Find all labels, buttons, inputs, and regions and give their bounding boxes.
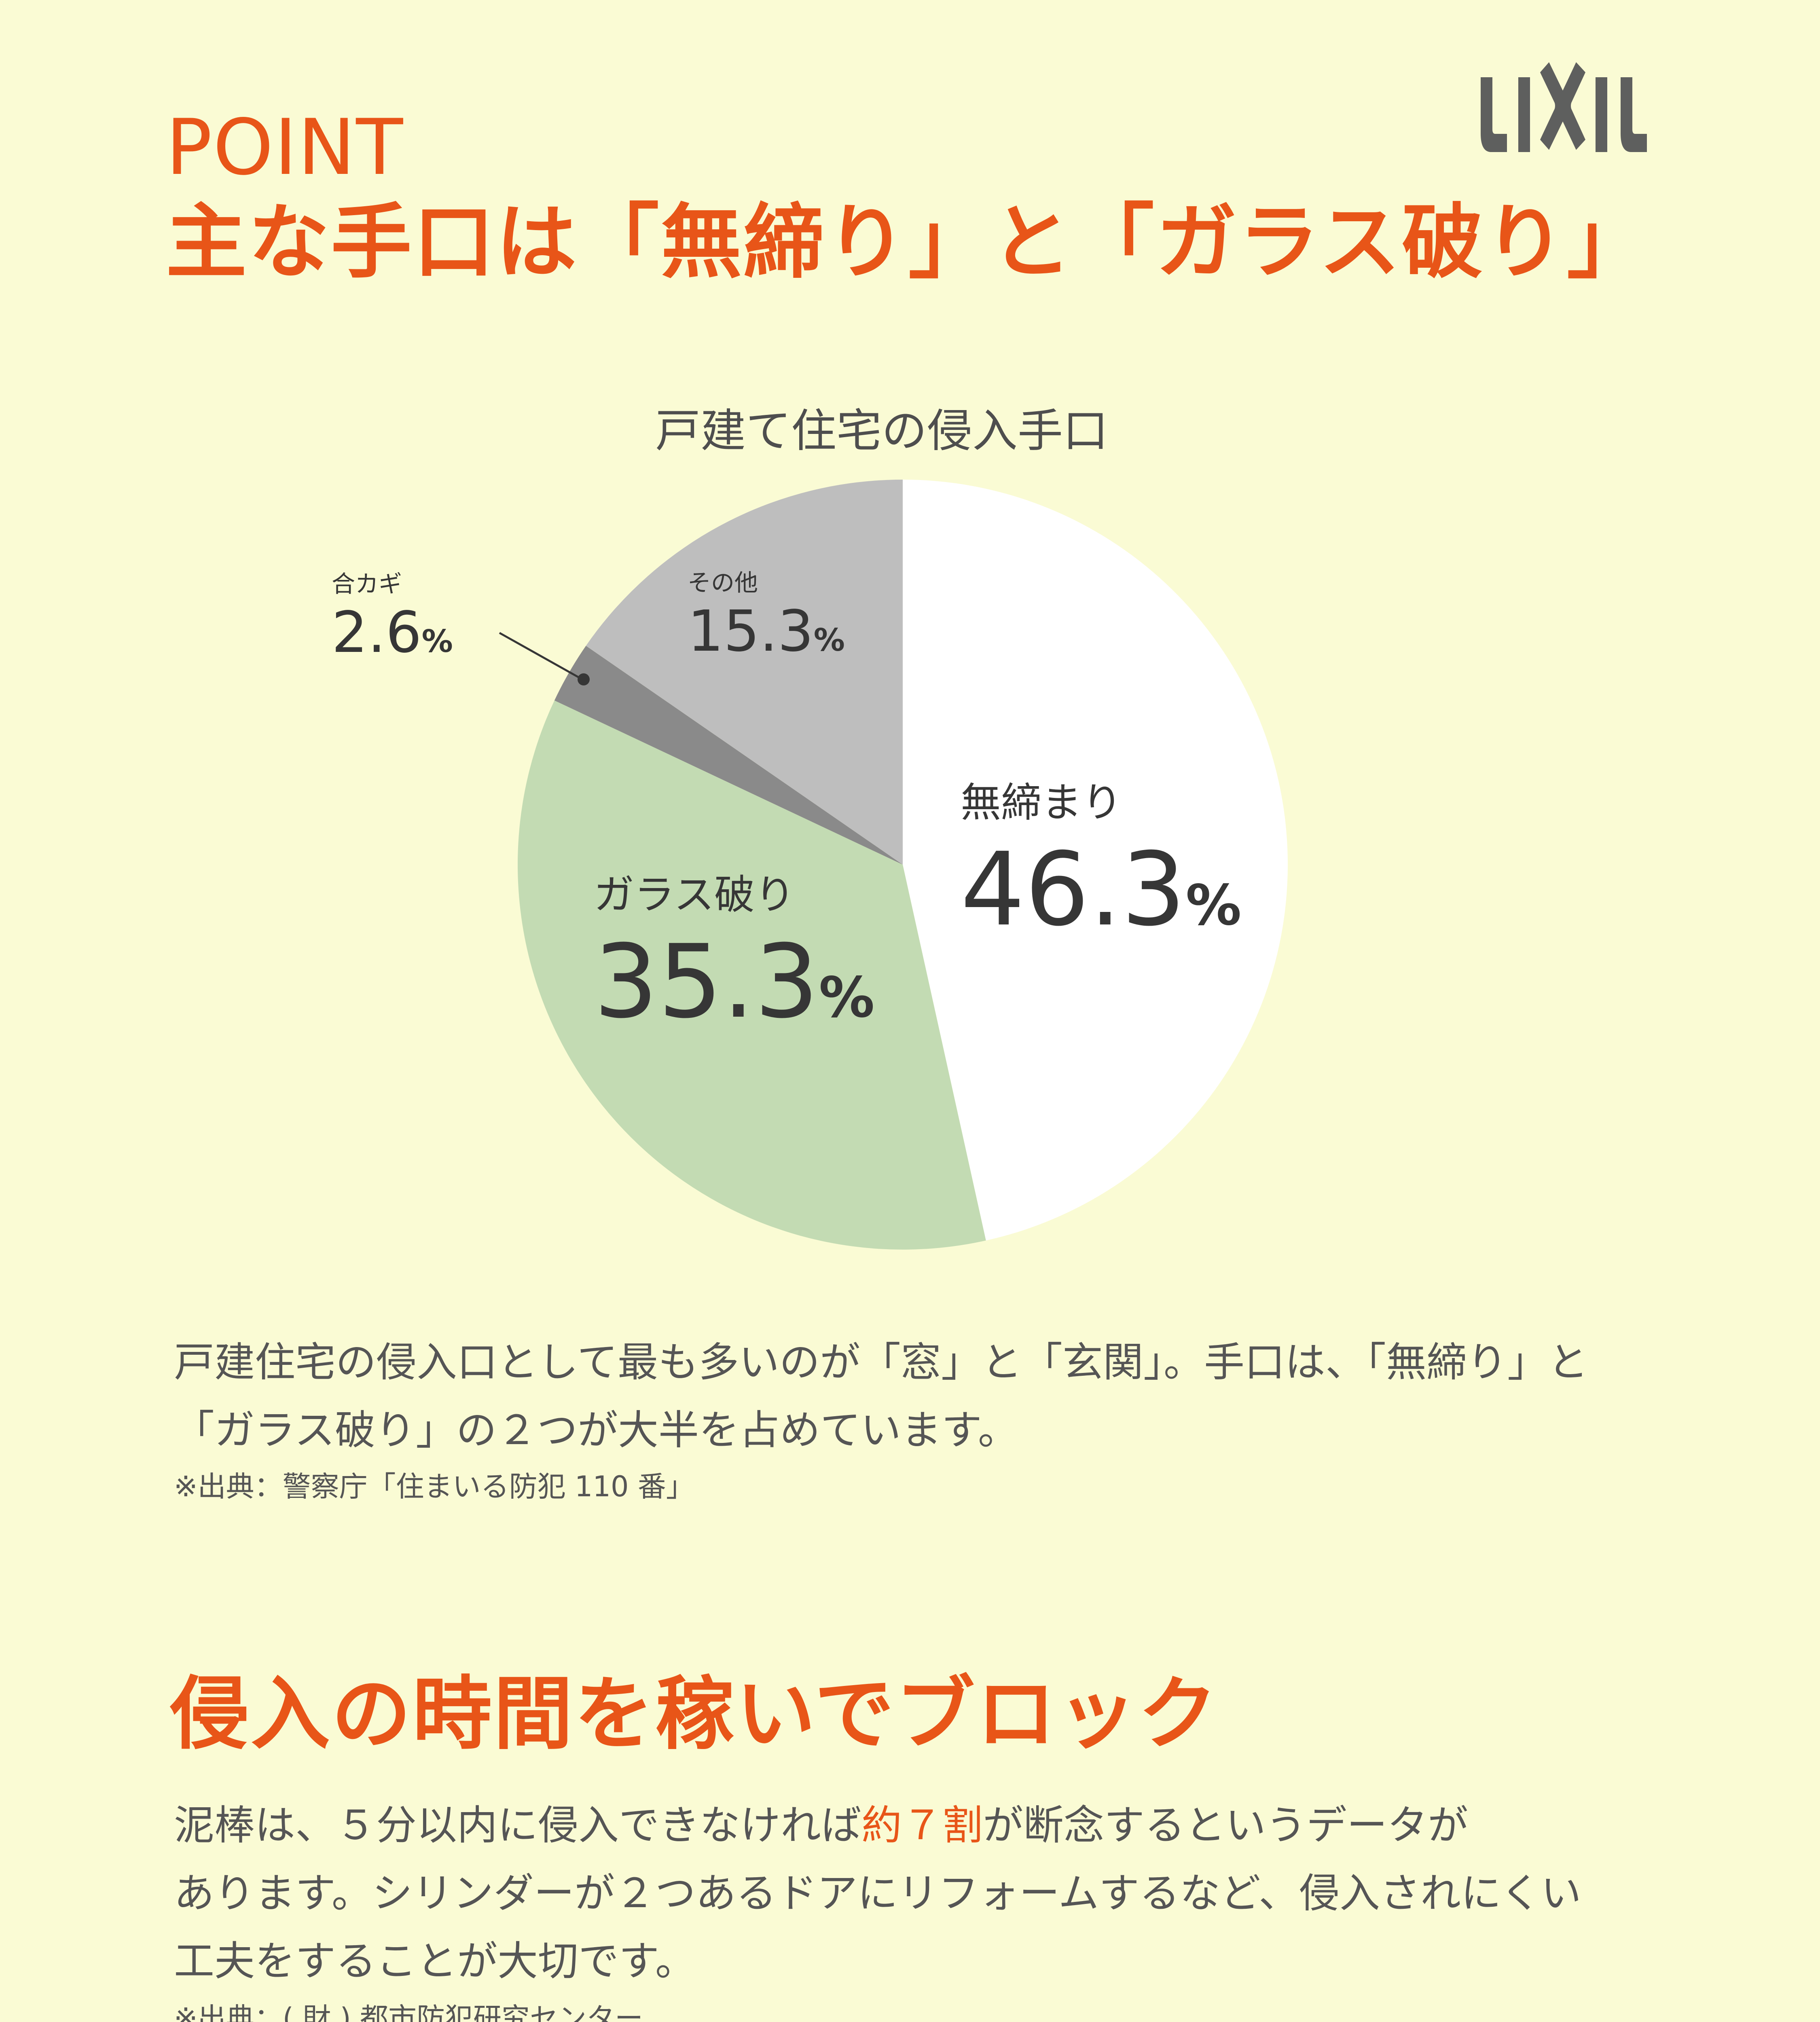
pie-slice	[586, 480, 903, 865]
body-line: 工夫をすることが大切です。	[174, 1937, 696, 1985]
body-line: 戸建住宅の侵入口として最も多いのが「窓」と「玄関」。手口は、「無締り」と	[174, 1339, 1588, 1386]
label-glass: ガラス破り 35.3%	[594, 875, 874, 1032]
section1-source: ※出典：警察庁「住まいる防犯 110 番」	[174, 1470, 694, 1503]
callout-dot	[578, 673, 590, 685]
label-value: 2.6%	[332, 600, 453, 666]
label-sonota: その他 15.3%	[688, 571, 845, 660]
chart-title: 戸建て住宅の侵入手口	[655, 405, 1108, 457]
section2-heading: 侵入の時間を稼いでブロック	[170, 1668, 1219, 1760]
point-label: POINT	[166, 103, 404, 192]
section1-body: 戸建住宅の侵入口として最も多いのが「窓」と「玄関」。手口は、「無締り」と 「ガラ…	[174, 1328, 1588, 1464]
label-name: 合カギ	[332, 570, 402, 598]
label-aikagi: 合カギ 2.6%	[332, 572, 453, 661]
pie-slice	[903, 479, 1288, 1241]
pie-slice	[554, 645, 903, 865]
section2-body: 泥棒は、５分以内に侵入できなければ約７割が断念するというデータが あります。シリ…	[174, 1791, 1581, 1995]
highlight-70pct: 約７割	[861, 1802, 983, 1849]
headline: 主な手口は「無締り」と「ガラス破り」	[166, 195, 1650, 290]
label-value: 15.3%	[688, 599, 845, 664]
pie-slice	[517, 700, 986, 1250]
label-name: その他	[688, 569, 758, 596]
section2-source: ※出典：( 財 ) 都市防犯研究センター	[174, 2002, 643, 2022]
callout-line	[499, 632, 583, 681]
body-line: あります。シリンダーが２つあるドアにリフォームするなど、侵入されにくい	[174, 1870, 1581, 1917]
label-value: 35.3%	[594, 923, 875, 1041]
label-name: 無締まり	[961, 779, 1122, 826]
body-line: 泥棒は、５分以内に侵入できなければ約７割が断念するというデータが	[174, 1802, 1468, 1849]
lixil-logo	[1481, 62, 1647, 152]
label-mushimari: 無締まり 46.3%	[961, 783, 1241, 940]
label-name: ガラス破り	[594, 871, 795, 918]
label-value: 46.3%	[961, 831, 1242, 948]
body-line: 「ガラス破り」の２つが大半を占めています。	[174, 1407, 1018, 1454]
